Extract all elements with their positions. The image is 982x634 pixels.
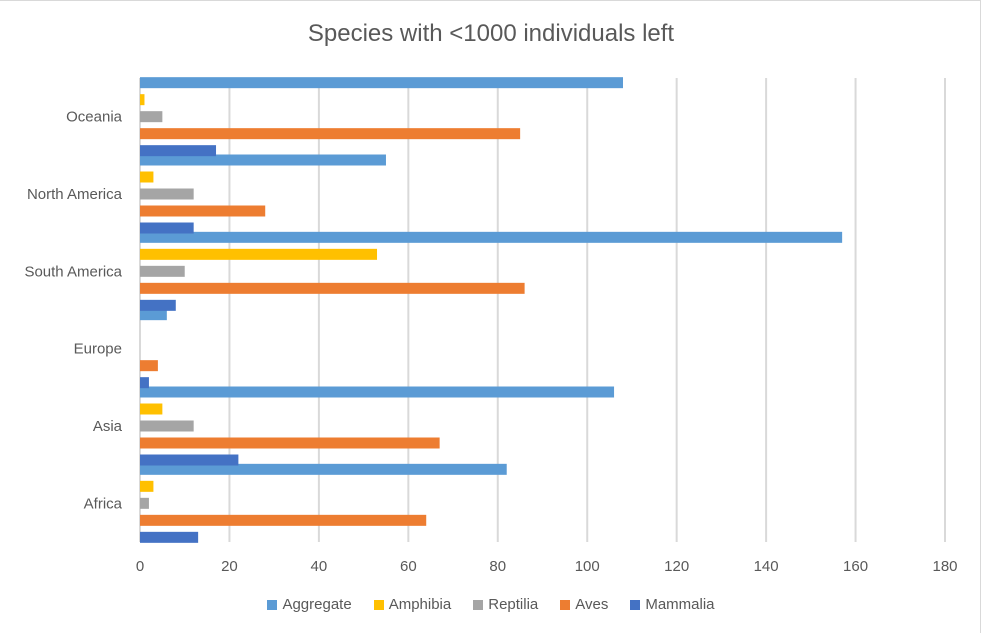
- y-category-label: North America: [27, 186, 123, 203]
- legend-label: Reptilia: [488, 596, 539, 613]
- y-category-label: Asia: [93, 418, 123, 435]
- x-tick-label: 60: [400, 558, 417, 575]
- y-category-label: South America: [24, 263, 122, 280]
- bar-aggregate-south-america: [140, 231, 843, 243]
- bar-aggregate-asia: [140, 386, 615, 398]
- y-category-label: Africa: [84, 495, 123, 512]
- y-category-label: Europe: [74, 341, 122, 358]
- bar-aves-asia: [140, 437, 440, 449]
- legend-swatch: [560, 599, 571, 610]
- bar-aves-africa: [140, 514, 427, 526]
- x-tick-label: 100: [575, 558, 600, 575]
- bar-aves-north-america: [140, 205, 266, 217]
- legend-swatch: [473, 599, 484, 610]
- bar-aves-europe: [140, 360, 158, 372]
- bar-reptilia-asia: [140, 420, 194, 432]
- x-tick-label: 20: [221, 558, 238, 575]
- x-tick-labels: 0 20 40 60 80 100 120 140 160 180: [136, 558, 958, 575]
- chart-title: Species with <1000 individuals left: [307, 20, 675, 47]
- legend-label: Aggregate: [282, 596, 352, 613]
- legend-swatch: [267, 599, 278, 610]
- x-tick-label: 40: [311, 558, 328, 575]
- bar-reptilia-south-america: [140, 265, 185, 277]
- legend-item-mammalia: Mammalia: [630, 596, 715, 613]
- bar-amphibia-asia: [140, 403, 163, 415]
- x-tick-label: 80: [489, 558, 506, 575]
- bar-reptilia-north-america: [140, 188, 194, 200]
- bar-mammalia-north-america: [140, 222, 194, 234]
- bar-aggregate-oceania: [140, 77, 623, 89]
- y-category-labels: Africa Asia Europe South America North Ameri…: [24, 109, 122, 513]
- x-tick-label: 180: [932, 558, 957, 575]
- bar-mammalia-asia: [140, 454, 239, 466]
- legend-label: Amphibia: [388, 596, 452, 613]
- bar-aves-oceania: [140, 128, 521, 140]
- bar-amphibia-oceania: [140, 94, 145, 106]
- legend-swatch: [630, 599, 641, 610]
- bar-mammalia-europe: [140, 377, 149, 389]
- x-tick-label: 0: [136, 558, 144, 575]
- legend: Aggregate Amphibia Reptilia Aves Mammalia: [0, 596, 982, 613]
- bar-amphibia-north-america: [140, 171, 154, 183]
- bars: [140, 77, 843, 543]
- bar-reptilia-africa: [140, 497, 149, 509]
- bar-reptilia-oceania: [140, 111, 163, 123]
- bar-aggregate-africa: [140, 463, 507, 475]
- x-tick-label: 160: [843, 558, 868, 575]
- legend-item-amphibia: Amphibia: [373, 596, 452, 613]
- bar-mammalia-africa: [140, 531, 199, 543]
- bar-aggregate-europe: [140, 309, 167, 321]
- bar-amphibia-africa: [140, 480, 154, 492]
- bar-aves-south-america: [140, 282, 525, 294]
- bar-aggregate-north-america: [140, 154, 386, 166]
- legend-label: Mammalia: [645, 596, 715, 613]
- bar-mammalia-south-america: [140, 299, 176, 311]
- legend-item-aggregate: Aggregate: [267, 596, 352, 613]
- y-category-label: Oceania: [66, 109, 123, 126]
- x-tick-label: 120: [664, 558, 689, 575]
- bar-amphibia-south-america: [140, 248, 378, 260]
- x-tick-label: 140: [754, 558, 779, 575]
- bar-mammalia-oceania: [140, 145, 217, 157]
- legend-label: Aves: [575, 596, 609, 613]
- legend-item-reptilia: Reptilia: [473, 596, 538, 613]
- legend-item-aves: Aves: [560, 596, 608, 613]
- legend-swatch: [373, 599, 384, 610]
